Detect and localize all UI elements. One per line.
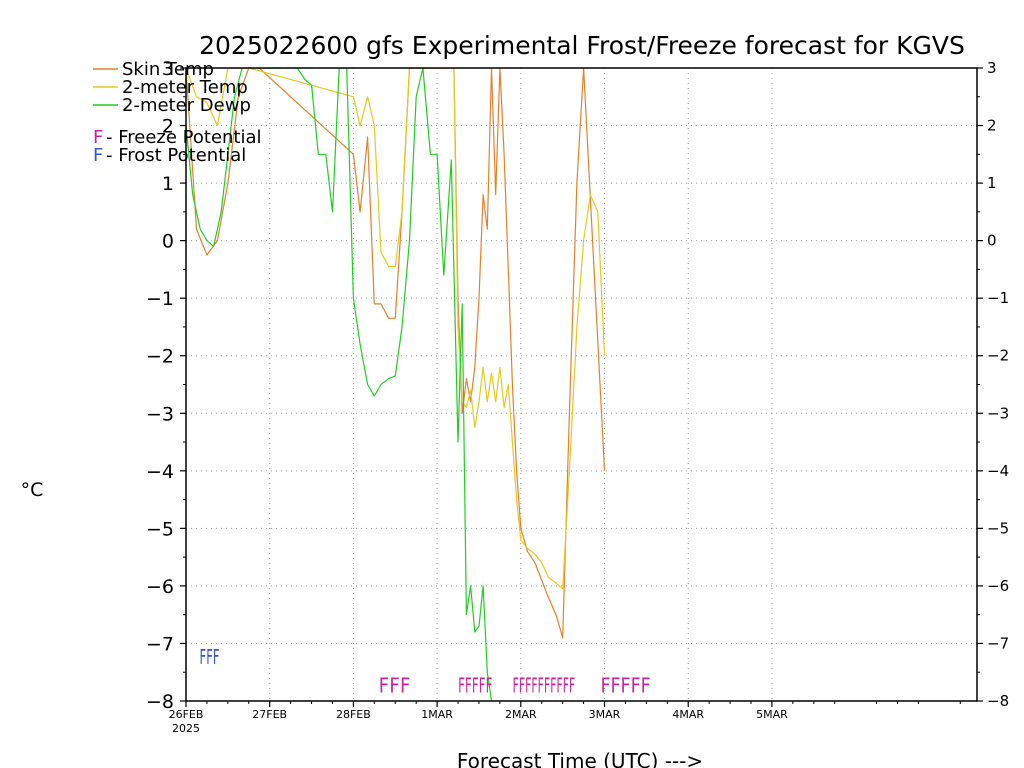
y-axis-label: °C: [21, 479, 44, 501]
chart-title: 2025022600 gfs Experimental Frost/Freeze…: [199, 31, 965, 60]
y-tick-label-left: −4: [146, 461, 174, 483]
series-line-skin-temp: [186, 68, 606, 639]
x-tick-label: 2MAR: [505, 708, 537, 721]
freeze-potential-marks: FFFFF: [458, 674, 492, 698]
y-tick-label-right: −8: [987, 692, 1009, 710]
freeze-potential-marks: FFFFFFFFFF: [512, 674, 575, 698]
y-tick-label-right: −1: [987, 289, 1009, 307]
x-tick-sublabel: 2025: [172, 722, 200, 735]
y-tick-label-right: 3: [987, 59, 997, 77]
y-tick-label-left: −8: [146, 691, 174, 713]
y-tick-label-right: −4: [987, 462, 1009, 480]
frost-potential-marks: FFF: [199, 645, 219, 669]
x-tick-label: 4MAR: [672, 708, 704, 721]
y-axis: −8 −8 −7 −7 −6 −6 −5 −5 −4 −4 −3 −3 −2 −2 −1 −1 0 0 1 1 2 2 3 3: [146, 58, 1009, 713]
legend-label-freeze-potential: - Freeze Potential: [106, 127, 262, 148]
series-line-2-meter-dewp: [186, 68, 493, 701]
freeze-potential-marks: FFF: [379, 674, 411, 698]
freeze-potential-marks: FFFFF: [600, 674, 650, 698]
y-tick-label-right: −7: [987, 634, 1009, 652]
x-tick-label: 26FEB: [169, 708, 204, 721]
y-tick-label-right: −5: [987, 519, 1009, 537]
x-axis-label: Forecast Time (UTC) --->: [457, 749, 703, 768]
legend-label-2-meter-dewp: 2-meter Dewp: [122, 95, 251, 116]
legend-label-skin-temp: Skin Temp: [122, 59, 214, 80]
y-tick-label-right: 1: [987, 174, 997, 192]
series-line-2-meter-temp: [186, 68, 606, 590]
grid: [186, 68, 977, 701]
legend-label-frost-potential: - Frost Potential: [106, 145, 246, 166]
plot-frame: [185, 67, 978, 702]
x-tick-label: 1MAR: [421, 708, 453, 721]
legend-label-2-meter-temp: 2-meter Temp: [122, 77, 248, 98]
y-tick-label-right: 2: [987, 117, 997, 135]
y-tick-label-right: −3: [987, 404, 1009, 422]
y-tick-label-left: −7: [146, 633, 174, 655]
x-tick-label: 3MAR: [589, 708, 621, 721]
y-tick-label-left: −3: [146, 403, 174, 425]
y-tick-label-right: −2: [987, 347, 1009, 365]
legend-symbol-frost: F: [93, 145, 103, 166]
y-tick-label-left: 2: [162, 116, 174, 138]
y-tick-label-left: 0: [162, 231, 174, 253]
x-tick-label: 28FEB: [336, 708, 371, 721]
potential-marks: FFFFFF FFFFF FFFFFFFFFF FFFFF: [199, 645, 650, 698]
x-tick-label: 5MAR: [756, 708, 788, 721]
x-tick-label: 27FEB: [252, 708, 287, 721]
y-tick-label-right: −6: [987, 577, 1009, 595]
y-tick-label-right: 0: [987, 232, 997, 250]
series-layer: [186, 68, 606, 701]
y-tick-label-left: −2: [146, 346, 174, 368]
y-tick-label-left: −5: [146, 518, 174, 540]
y-tick-label-left: 3: [162, 58, 174, 80]
y-tick-label-left: 1: [162, 173, 174, 195]
y-tick-label-left: −6: [146, 576, 174, 598]
legend-symbol-freeze: F: [93, 127, 103, 148]
y-tick-label-left: −1: [146, 288, 174, 310]
